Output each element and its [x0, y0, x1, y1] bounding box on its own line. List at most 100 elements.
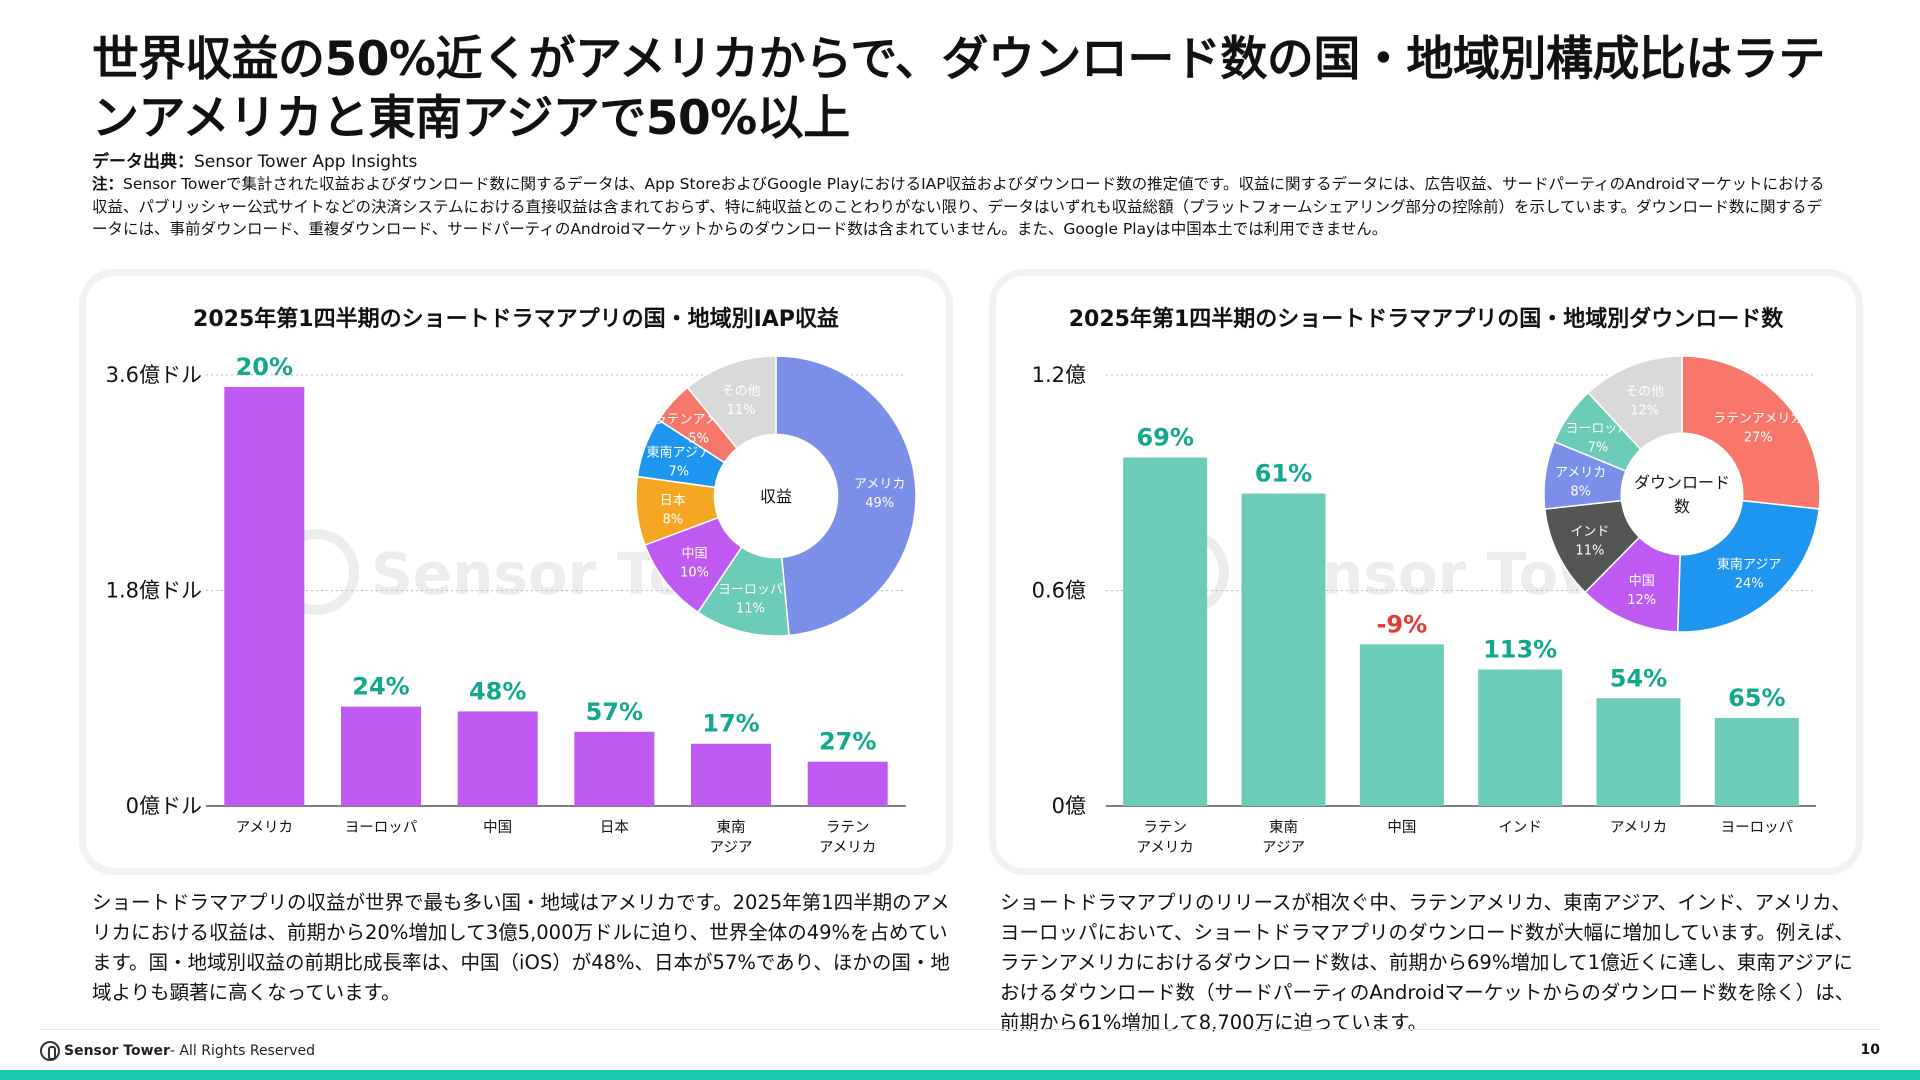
y-tick-label: 0.6億 [1032, 579, 1086, 603]
growth-label: 24% [352, 673, 409, 701]
x-tick-label: 中国 [483, 819, 512, 836]
donut-slice-value: 7% [1588, 441, 1609, 456]
donut-slice-name: ヨーロッパ [718, 583, 783, 598]
bar [457, 711, 538, 806]
donut-slice-value: 11% [736, 602, 765, 617]
bar [1241, 493, 1326, 806]
bar [807, 761, 888, 806]
footnote: 注：Sensor Towerで集計された収益およびダウンロード数に関するデータは… [92, 173, 1832, 241]
x-tick-label: アジア [1262, 840, 1305, 856]
donut-slice-name: その他 [722, 384, 761, 399]
donut-slice-value: 49% [865, 496, 894, 511]
y-tick-label: 1.8億ドル [106, 579, 202, 603]
data-source: データ出典：Sensor Tower App Insights [92, 147, 417, 172]
bar [691, 743, 771, 806]
donut-slice-value: 27% [1744, 431, 1773, 446]
donut-slice-name: その他 [1625, 385, 1664, 400]
x-tick-label: アメリカ [819, 840, 876, 856]
donut-slice [1676, 499, 1821, 633]
donut-slice-value: 12% [1630, 404, 1659, 419]
donut-slice-name: アメリカ [854, 477, 905, 492]
donut-center-label: ダウンロード [1634, 473, 1730, 492]
donut-chart: アメリカ49%ヨーロッパ11%中国10%日本8%東南アジア7%ラテンアメリカ5%… [635, 355, 917, 637]
page-title: 世界収益の50%近くがアメリカからで、ダウンロード数の国・地域別構成比はラテンア… [92, 32, 1825, 146]
y-tick-label: 0億 [1052, 794, 1086, 818]
y-tick-label: 0億ドル [126, 794, 202, 818]
x-tick-label: ヨーロッパ [345, 819, 418, 836]
donut-slice-name: アメリカ [1555, 466, 1606, 481]
x-tick-label: ヨーロッパ [1721, 819, 1794, 836]
y-tick-label: 1.2億 [1032, 363, 1086, 387]
donut-slice-value: 8% [1570, 485, 1591, 500]
growth-label: 57% [586, 698, 643, 726]
donut-slice-value: 11% [727, 403, 756, 418]
data-source-value: Sensor Tower App Insights [194, 152, 418, 172]
x-tick-label: ラテン [1143, 820, 1187, 836]
donut-slice-name: 東南アジア [1717, 556, 1781, 572]
x-tick-label: インド [1498, 820, 1542, 836]
footer-brand: Sensor Tower [64, 1043, 170, 1059]
x-tick-label: アメリカ [236, 820, 293, 836]
donut-slice [775, 355, 917, 637]
x-tick-label: 中国 [1387, 819, 1416, 836]
bar [1359, 644, 1444, 806]
donut-slice [686, 355, 777, 450]
page-number: 10 [1860, 1042, 1880, 1058]
sensor-tower-logo-icon [40, 1041, 60, 1061]
donut-slice-value: 11% [1575, 544, 1604, 559]
revenue-chart: Sensor Tower2025年第1四半期のショートドラマアプリの国・地域別I… [106, 306, 917, 856]
growth-label: -9% [1376, 610, 1427, 638]
donut-slice-value: 5% [688, 432, 709, 447]
donut-slice-value: 12% [1627, 593, 1656, 608]
growth-label: 20% [236, 353, 293, 381]
bar [1478, 669, 1563, 806]
donut-slice-name: 中国 [1629, 574, 1655, 589]
x-tick-label: 東南 [1269, 819, 1298, 836]
donut-slice-value: 7% [668, 465, 689, 480]
bar [1714, 718, 1799, 806]
donut-slice-value: 8% [663, 512, 684, 527]
growth-label: 54% [1610, 664, 1667, 692]
bar [341, 706, 421, 806]
bar [224, 386, 305, 806]
bar [1123, 457, 1208, 806]
footnote-label: 注： [92, 175, 124, 193]
donut-slice-name: 中国 [682, 546, 708, 561]
revenue-chart-panel: Sensor Tower 2025年第1四半期のショートドラマアプリの国・地域別I… [86, 276, 946, 868]
donut-slice-value: 10% [680, 565, 709, 580]
x-tick-label: ラテン [826, 820, 870, 836]
growth-label: 48% [469, 677, 526, 705]
downloads-chart: Sensor Tower2025年第1四半期のショートドラマアプリの国・地域別ダ… [1032, 306, 1821, 856]
x-tick-label: 東南 [717, 819, 746, 836]
growth-label: 61% [1255, 460, 1312, 488]
donut-center-label: 数 [1674, 497, 1690, 516]
downloads-description: ショートドラマアプリのリリースが相次ぐ中、ラテンアメリカ、東南アジア、インド、ア… [1000, 891, 1855, 1034]
x-tick-label: アメリカ [1610, 820, 1667, 836]
growth-label: 27% [819, 728, 876, 756]
chart-title: 2025年第1四半期のショートドラマアプリの国・地域別IAP収益 [193, 306, 839, 332]
x-tick-label: アメリカ [1137, 840, 1194, 856]
donut-slice-value: 24% [1735, 576, 1764, 591]
growth-label: 17% [702, 710, 759, 738]
donut-slice [1587, 355, 1683, 451]
bottom-accent-bar [0, 1070, 1920, 1080]
growth-label: 113% [1483, 636, 1557, 664]
donut-slice-name: 東南アジア [647, 445, 711, 461]
data-source-label: データ出典： [92, 152, 194, 172]
donut-slice-name: ヨーロッパ [1565, 422, 1630, 437]
donut-slice [1681, 355, 1821, 510]
growth-label: 65% [1728, 684, 1785, 712]
bar [1596, 698, 1681, 806]
donut-chart: ラテンアメリカ 27% 東南アジア 24% 中国 12% インド 11% アメリカ 8% ヨーロッパ… [1543, 355, 1821, 633]
donut-center-label: 収益 [760, 487, 792, 506]
footer-logo: Sensor Tower - All Rights Reserved [40, 1040, 315, 1062]
footnote-text: Sensor Towerで集計された収益およびダウンロード数に関するデータは、A… [92, 175, 1825, 238]
x-tick-label: アジア [710, 840, 753, 856]
donut-slice-name: 日本 [660, 493, 686, 508]
growth-label: 69% [1136, 424, 1193, 452]
donut-slice-name: インド [1570, 525, 1609, 540]
chart-title: 2025年第1四半期のショートドラマアプリの国・地域別ダウンロード数 [1069, 306, 1785, 332]
x-tick-label: 日本 [600, 819, 629, 836]
revenue-description: ショートドラマアプリの収益が世界で最も多い国・地域はアメリカです。2025年第1… [92, 891, 950, 1004]
bar [574, 731, 655, 806]
